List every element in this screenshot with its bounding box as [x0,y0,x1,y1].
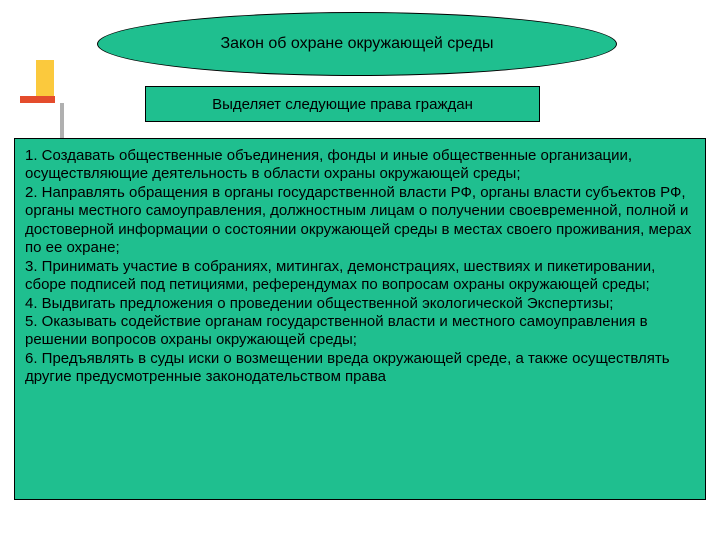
subtitle-text: Выделяет следующие права граждан [212,96,473,113]
list-item: 4. Выдвигать предложения о проведении об… [25,295,695,313]
list-item: 1. Создавать общественные объединения, ф… [25,147,695,184]
list-item: 2. Направлять обращения в органы государ… [25,184,695,258]
list-item: 6. Предъявлять в суды иски о возмещении … [25,350,695,387]
deco-yellow-block [36,60,54,100]
title-ellipse: Закон об охране окружающей среды [97,12,617,76]
list-item: 3. Принимать участие в собраниях, митинг… [25,258,695,295]
side-decoration [20,60,55,115]
title-text: Закон об охране окружающей среды [97,35,617,53]
rights-list-box: 1. Создавать общественные объединения, ф… [14,138,706,500]
list-item: 5. Оказывать содействие органам государс… [25,313,695,350]
subtitle-box: Выделяет следующие права граждан [145,86,540,122]
deco-red-bar [20,96,55,103]
